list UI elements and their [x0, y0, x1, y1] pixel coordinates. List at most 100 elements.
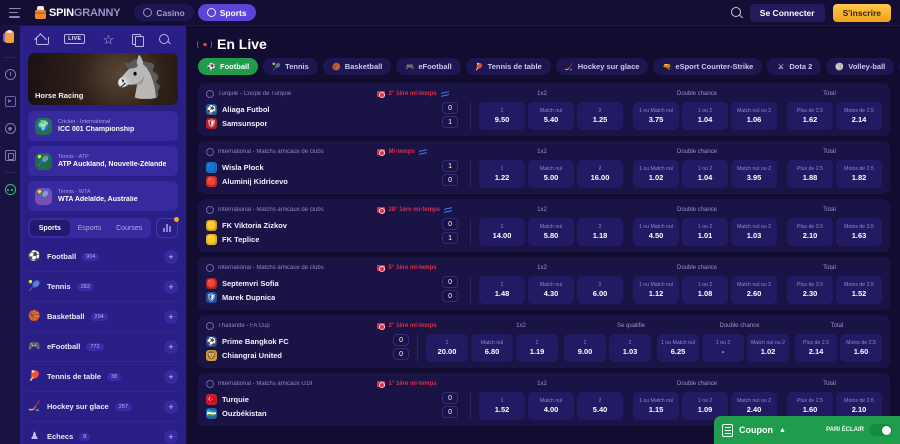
statistics-icon[interactable] — [441, 90, 449, 98]
chip-dota-2[interactable]: ⚔ Dota 2 — [767, 58, 822, 75]
sidebar-item-efootball[interactable]: 🎮 eFootball 772 + — [28, 332, 178, 362]
expand-button[interactable]: + — [164, 429, 178, 444]
featured-event-card[interactable]: 🎾 Tennis - WTA WTA Adelaïde, Australie — [28, 181, 178, 211]
odd-cell[interactable]: Match nul ou 2 3.95 — [731, 160, 777, 188]
tab-sports[interactable]: Sports — [30, 220, 70, 236]
odd-cell[interactable]: 1 9.50 — [479, 102, 525, 130]
rail-item-sports[interactable] — [0, 115, 20, 142]
login-button[interactable]: Se Connecter — [749, 3, 825, 22]
sidebar-item-football[interactable]: ⚽ Football 904 + — [28, 242, 178, 272]
odd-cell[interactable]: 1 1.48 — [479, 276, 525, 304]
rail-item-clock[interactable] — [0, 61, 20, 88]
odd-cell[interactable]: Match nul ou 2 1.03 — [731, 218, 777, 246]
odd-cell[interactable]: 1 ou Match nul 1.15 — [633, 392, 679, 420]
promo-banner-horse-racing[interactable]: 🐴 Horse Racing — [28, 53, 178, 105]
odd-cell[interactable]: Plus de 3.5 2.30 — [787, 276, 833, 304]
odd-cell[interactable]: Match nul 5.80 — [528, 218, 574, 246]
odd-cell[interactable]: 1 ou Match nul 3.75 — [633, 102, 679, 130]
stats-button[interactable] — [156, 217, 179, 238]
sidebar-item-tennis[interactable]: 🎾 Tennis 283 + — [28, 272, 178, 302]
odd-cell[interactable]: 1 1.52 — [479, 392, 525, 420]
expand-button[interactable]: + — [164, 249, 178, 264]
statistics-icon[interactable] — [444, 206, 452, 214]
chevron-up-icon[interactable]: ▲ — [779, 426, 786, 434]
odd-cell[interactable]: 1 ou 2- — [702, 334, 744, 362]
chip-ice-hockey[interactable]: 🏒 Hockey sur glace — [555, 58, 649, 75]
chip-tennis[interactable]: 🎾 Tennis — [263, 58, 318, 75]
featured-event-card[interactable]: 🎾 Tennis - ATP ATP Auckland, Nouvelle-Zé… — [28, 146, 178, 176]
featured-event-card[interactable]: 🌍 Cricket - International ICC 001 Champi… — [28, 111, 178, 141]
sidebar-favorites-button[interactable]: ☆ — [103, 33, 115, 46]
sidebar-item-table-tennis[interactable]: 🏓 Tennis de table 38 + — [28, 362, 178, 392]
odd-cell[interactable]: Match nul 4.30 — [528, 276, 574, 304]
sidebar-home-button[interactable] — [35, 34, 49, 45]
sidebar-item-basketball[interactable]: 🏀 Basketball 294 + — [28, 302, 178, 332]
odd-cell[interactable]: 2 1.25 — [577, 102, 623, 130]
odd-cell[interactable]: Match nul 5.40 — [528, 102, 574, 130]
odd-cell[interactable]: 1 14.00 — [479, 218, 525, 246]
chip-efootball[interactable]: 🎮 eFootball — [396, 58, 461, 75]
odd-cell[interactable]: Match nul ou 2 1.02 — [747, 334, 789, 362]
odd-cell[interactable]: 1 ou 2 1.04 — [682, 160, 728, 188]
odd-cell[interactable]: Moins de 3.5 1.63 — [836, 218, 882, 246]
odd-cell[interactable]: Moins de 2.5 1.82 — [836, 160, 882, 188]
odd-cell[interactable]: 1 ou Match nul 4.50 — [633, 218, 679, 246]
coupon-bar[interactable]: Coupon ▲ PARI ÉCLAIR — [714, 416, 900, 444]
odd-cell[interactable]: Moins de 2.5 1.60 — [840, 334, 882, 362]
sidebar-live-button[interactable]: LIVE — [64, 34, 86, 44]
odd-cell[interactable]: 1 ou 2 1.09 — [682, 392, 728, 420]
rail-item-cards[interactable] — [0, 142, 20, 169]
chip-table-tennis[interactable]: 🏓 Tennis de table — [465, 58, 551, 75]
odd-cell[interactable]: Moins de 3.5 1.52 — [836, 276, 882, 304]
chip-basketball[interactable]: 🏀 Basketball — [322, 58, 392, 75]
statistics-icon[interactable] — [419, 148, 427, 156]
brand-logo[interactable]: SPINGRANNY — [35, 6, 121, 19]
odd-cell[interactable]: 1 ou Match nul 1.12 — [633, 276, 679, 304]
odd-cell[interactable]: Match nul 5.00 — [528, 160, 574, 188]
match-row[interactable]: Turquie - Coupe de Turquie 2° 1ère mi-te… — [198, 83, 890, 136]
match-row[interactable]: Thaïlande - FA Cup 2° 1ère mi-temps 1x2 … — [198, 315, 890, 368]
odd-cell[interactable]: Plus de 3.5 2.10 — [787, 218, 833, 246]
rail-item-esports[interactable] — [0, 176, 20, 203]
promo-icon[interactable] — [2, 30, 18, 48]
sidebar-item-ice-hockey[interactable]: 🏒 Hockey sur glace 257 + — [28, 392, 178, 422]
odd-cell[interactable]: Match nul ou 2 1.06 — [731, 102, 777, 130]
odd-cell[interactable]: Moins de 2.5 2.14 — [836, 102, 882, 130]
odd-cell[interactable]: Match nul ou 2 2.40 — [731, 392, 777, 420]
quick-bet-toggle[interactable] — [869, 424, 892, 436]
nav-casino[interactable]: Casino — [134, 4, 194, 21]
chip-football[interactable]: ⚽ Football — [198, 58, 259, 75]
odd-cell[interactable]: 2 5.40 — [577, 392, 623, 420]
odd-cell[interactable]: 1 ou 2 1.04 — [682, 102, 728, 130]
nav-sports[interactable]: Sports — [197, 4, 256, 21]
rail-item-live-tv[interactable] — [0, 88, 20, 115]
odd-cell[interactable]: Match nul ou 2 2.60 — [731, 276, 777, 304]
expand-button[interactable]: + — [164, 339, 178, 354]
odd-cell[interactable]: 1 ou Match nul 1.02 — [633, 160, 679, 188]
odd-cell[interactable]: 1 ou 2 1.08 — [682, 276, 728, 304]
odd-cell[interactable]: 1 1.22 — [479, 160, 525, 188]
odd-cell[interactable]: 2 16.00 — [577, 160, 623, 188]
odd-cell[interactable]: Plus de 2.5 1.60 — [787, 392, 833, 420]
odd-cell[interactable]: 2 1.18 — [577, 218, 623, 246]
odd-cell[interactable]: Moins de 2.5 2.10 — [836, 392, 882, 420]
odd-cell[interactable]: 2 1.03 — [609, 334, 651, 362]
expand-button[interactable]: + — [164, 399, 178, 414]
odd-cell[interactable]: 1 ou 2 1.01 — [682, 218, 728, 246]
expand-button[interactable]: + — [164, 309, 178, 324]
odd-cell[interactable]: Match nul 4.00 — [528, 392, 574, 420]
odd-cell[interactable]: 2 1.19 — [516, 334, 558, 362]
tab-courses[interactable]: Courses — [116, 224, 143, 232]
search-icon[interactable] — [730, 7, 742, 18]
sidebar-item-chess[interactable]: ♟ Echecs 8 + — [28, 422, 178, 444]
odd-cell[interactable]: Match nul 6.80 — [471, 334, 513, 362]
odd-cell[interactable]: 1 9.00 — [564, 334, 606, 362]
sidebar-search-button[interactable] — [159, 33, 170, 45]
match-row[interactable]: International - Matchs amicaux de clubs … — [198, 199, 890, 252]
odd-cell[interactable]: Plus de 2.5 1.88 — [787, 160, 833, 188]
odd-cell[interactable]: Plus de 2.5 2.14 — [795, 334, 837, 362]
hamburger-icon[interactable] — [9, 7, 21, 18]
odd-cell[interactable]: 1 20.00 — [426, 334, 468, 362]
match-row[interactable]: International - Matchs amicaux de clubs … — [198, 141, 890, 194]
odd-cell[interactable]: Plus de 2.5 1.62 — [787, 102, 833, 130]
